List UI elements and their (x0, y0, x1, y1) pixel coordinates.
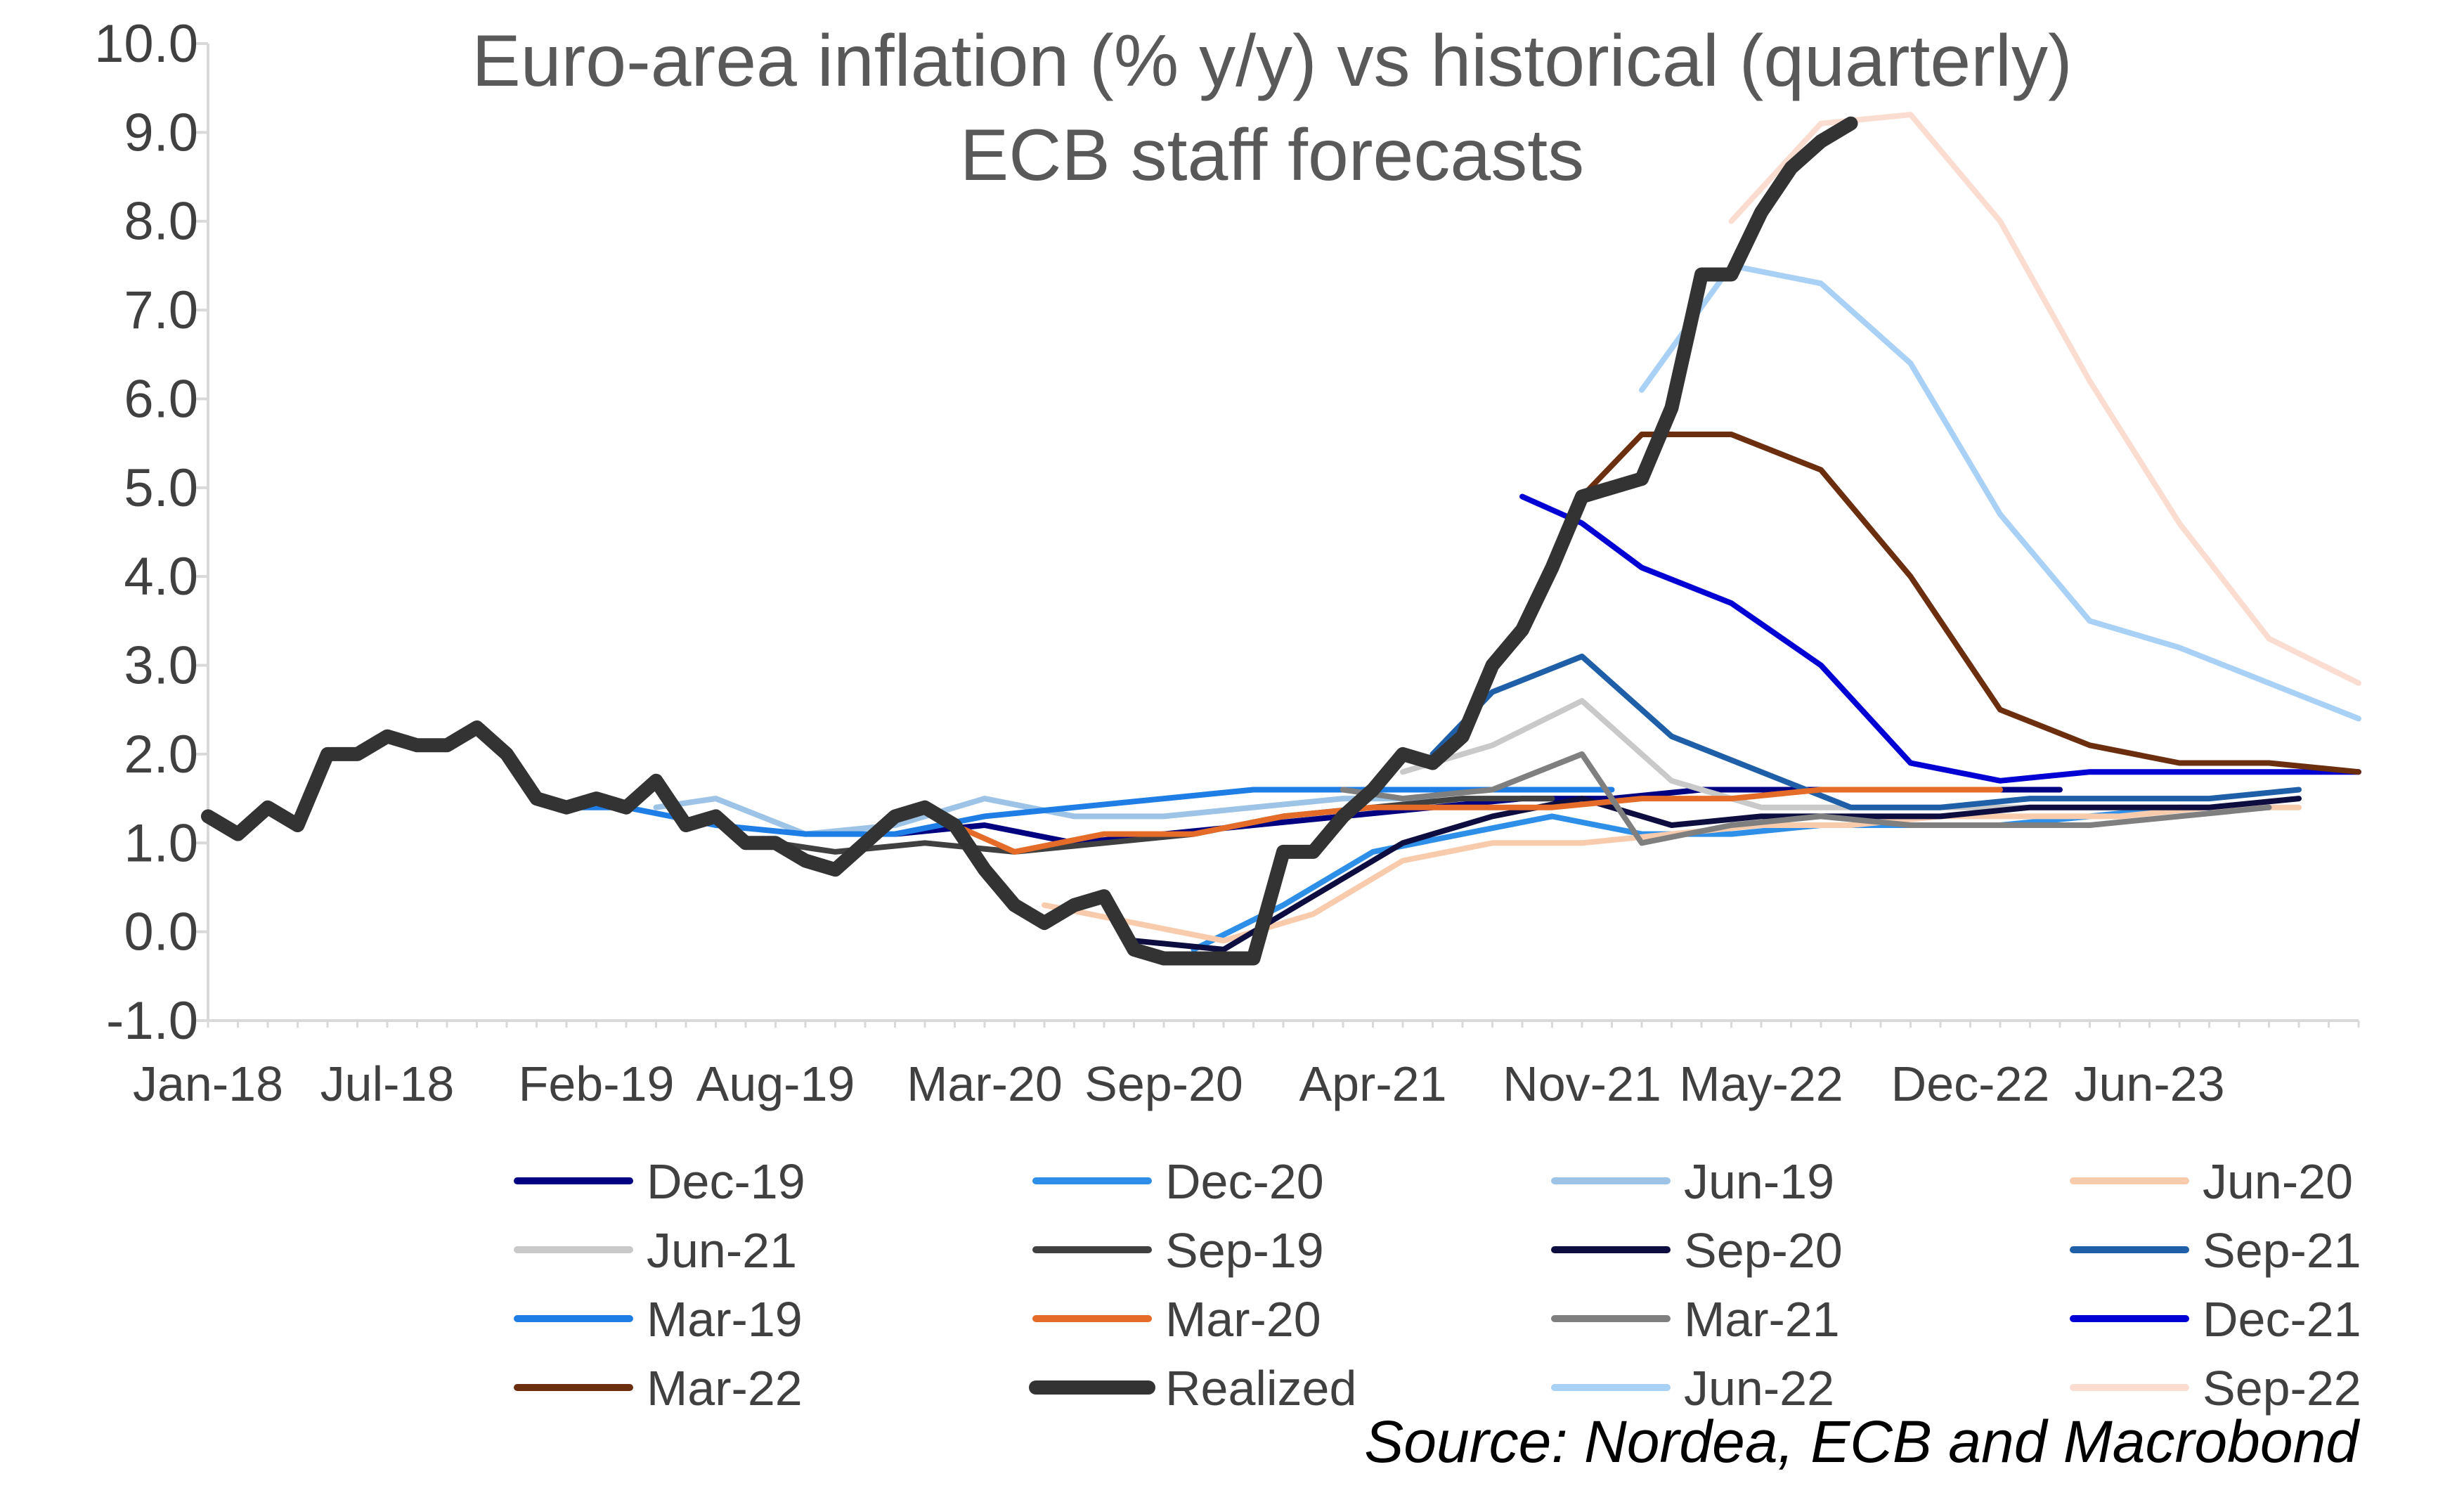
legend-label-mar-19: Mar-19 (647, 1292, 803, 1347)
legend-item-dec-20: Dec-20 (1032, 1154, 1324, 1209)
x-tick-label: May-22 (1679, 1056, 1843, 1111)
y-tick-label: 8.0 (124, 192, 198, 252)
series-line-sep-22 (1728, 112, 2361, 686)
legend-label-sep-20: Sep-20 (1684, 1223, 1843, 1278)
legend-item-dec-21: Dec-21 (2070, 1292, 2361, 1347)
legend-item-mar-19: Mar-19 (514, 1292, 803, 1347)
legend-label-mar-22: Mar-22 (647, 1361, 803, 1416)
legend-item-jun-22: Jun-22 (1551, 1361, 1834, 1416)
y-tick-label: 4.0 (124, 547, 198, 607)
series-line-dec-21 (1519, 493, 2361, 784)
series-line-mar-21 (1340, 751, 2272, 846)
legend-label-sep-21: Sep-21 (2203, 1223, 2361, 1278)
x-tick-label: Jul-18 (320, 1056, 455, 1111)
legend-label-jun-22: Jun-22 (1684, 1361, 1834, 1416)
y-tick-label: 2.0 (124, 725, 198, 784)
legend-item-sep-22: Sep-22 (2070, 1361, 2361, 1416)
legend-item-sep-21: Sep-21 (2070, 1223, 2361, 1278)
series-line-sep-21 (1429, 653, 2302, 810)
legend-label-jun-20: Jun-20 (2203, 1154, 2353, 1209)
series-layer (201, 112, 2361, 966)
legend-label-jun-21: Jun-21 (647, 1223, 797, 1278)
legend-item-jun-21: Jun-21 (514, 1223, 797, 1278)
chart-title-line-1: Euro-area inflation (% y/y) vs historica… (472, 20, 2072, 102)
y-tick-label: 7.0 (124, 280, 198, 340)
series-line-jun-19 (653, 796, 1436, 837)
legend-label-realized: Realized (1165, 1361, 1356, 1416)
x-tick-label: Apr-21 (1299, 1056, 1446, 1111)
legend-item-realized: Realized (1029, 1361, 1356, 1416)
legend-label-sep-19: Sep-19 (1165, 1223, 1324, 1278)
legend-label-dec-19: Dec-19 (647, 1154, 805, 1209)
series-line-mar-20 (952, 787, 2003, 855)
chart-title-line-2: ECB staff forecasts (960, 115, 1584, 196)
legend-label-dec-21: Dec-21 (2203, 1292, 2361, 1347)
x-tick-label: Feb-19 (519, 1056, 675, 1111)
series-line-realized (201, 116, 1858, 966)
legend-item-mar-21: Mar-21 (1551, 1292, 1840, 1347)
axes-layer: -1.0 0.0 1.0 2.0 3.0 4.0 5.0 6.0 7.0 8.0 9.0 10.0 Ja… (94, 14, 2360, 1111)
series-line-sep-20 (1131, 796, 2302, 952)
legend-item-jun-19: Jun-19 (1551, 1154, 1834, 1209)
y-tick-label: 1.0 (124, 813, 198, 873)
series-line-mar-22 (1579, 432, 2361, 775)
source-note: Source: Nordea, ECB and Macrobond (1364, 1409, 2360, 1475)
x-tick-label: Sep-20 (1084, 1056, 1243, 1111)
chart-title: Euro-area inflation (% y/y) vs historica… (472, 20, 2072, 196)
legend-label-jun-19: Jun-19 (1684, 1154, 1834, 1209)
legend: Dec-19 Dec-20 Jun-19 Jun-20 Jun-21 Sep-19 Sep-… (514, 1154, 2361, 1416)
legend-label-dec-20: Dec-20 (1165, 1154, 1324, 1209)
y-tick-label: 10.0 (94, 14, 198, 74)
legend-item-dec-19: Dec-19 (514, 1154, 805, 1209)
x-tick-label: Mar-20 (907, 1056, 1063, 1111)
legend-item-sep-20: Sep-20 (1551, 1223, 1843, 1278)
legend-item-mar-22: Mar-22 (514, 1361, 803, 1416)
y-tick-label: 3.0 (124, 636, 198, 696)
x-tick-label: Nov-21 (1503, 1056, 1661, 1111)
x-tick-label: Dec-22 (1891, 1056, 2050, 1111)
series-line-jun-22 (1639, 262, 2361, 722)
x-tick-label: Jun-23 (2074, 1056, 2224, 1111)
series-line-sep-19 (772, 796, 1555, 855)
y-tick-label: 0.0 (124, 903, 198, 962)
y-tick-label: 5.0 (124, 458, 198, 518)
y-tick-label: 6.0 (124, 369, 198, 429)
legend-item-mar-20: Mar-20 (1032, 1292, 1321, 1347)
y-tick-label: -1.0 (106, 991, 198, 1051)
legend-label-mar-21: Mar-21 (1684, 1292, 1840, 1347)
x-tick-label: Jan-18 (133, 1056, 283, 1111)
legend-item-sep-19: Sep-19 (1032, 1223, 1324, 1278)
legend-item-jun-20: Jun-20 (2070, 1154, 2353, 1209)
y-tick-label: 9.0 (124, 103, 198, 162)
x-tick-label: Aug-19 (696, 1056, 855, 1111)
legend-label-mar-20: Mar-20 (1165, 1292, 1321, 1347)
legend-label-sep-22: Sep-22 (2203, 1361, 2361, 1416)
